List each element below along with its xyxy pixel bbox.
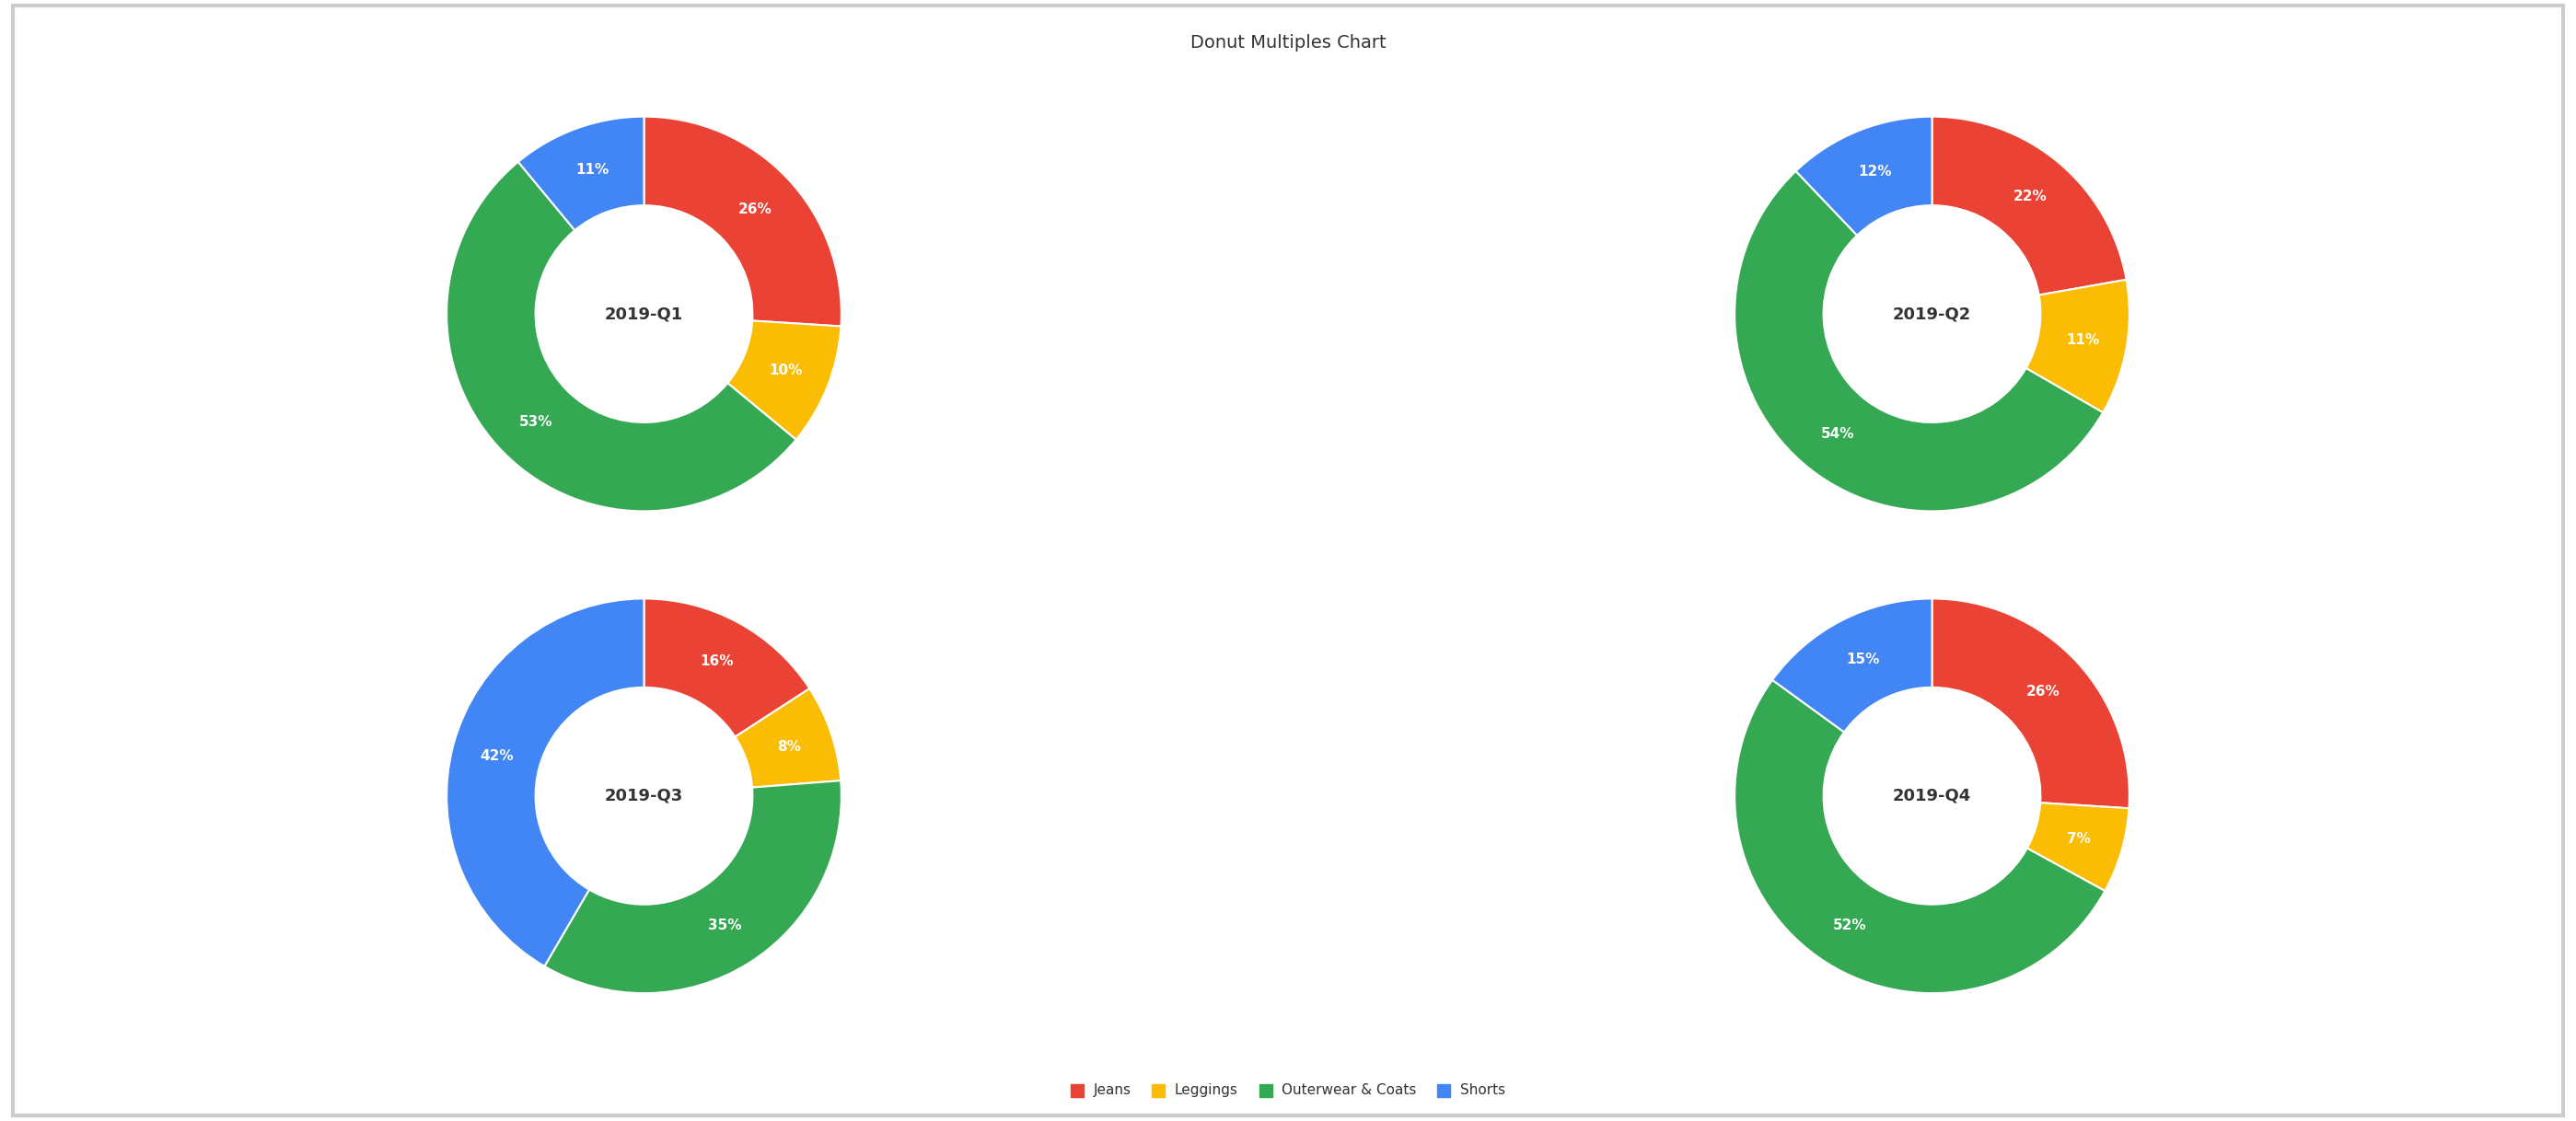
Text: 10%: 10% [770,363,804,377]
Wedge shape [726,321,840,439]
Text: 35%: 35% [708,918,742,933]
Legend: Jeans, Leggings, Outerwear & Coats, Shorts: Jeans, Leggings, Outerwear & Coats, Shor… [1064,1077,1512,1103]
Wedge shape [734,688,840,787]
Wedge shape [1734,680,2105,993]
Text: 7%: 7% [2066,832,2092,845]
Wedge shape [1932,599,2130,808]
Text: 2019-Q4: 2019-Q4 [1893,788,1971,804]
Wedge shape [2027,803,2128,891]
Text: 2019-Q3: 2019-Q3 [605,788,683,804]
Wedge shape [446,161,796,511]
Text: 15%: 15% [1847,652,1880,667]
Text: 8%: 8% [778,740,801,753]
Wedge shape [1932,117,2125,295]
Text: 52%: 52% [1834,918,1868,932]
Wedge shape [1734,172,2102,511]
Wedge shape [446,599,644,966]
Text: 2019-Q2: 2019-Q2 [1893,306,1971,322]
Text: 2019-Q1: 2019-Q1 [605,306,683,322]
Text: 42%: 42% [479,749,513,763]
Text: 26%: 26% [2027,684,2061,698]
Text: 11%: 11% [2066,334,2099,348]
Text: 16%: 16% [701,655,734,668]
Wedge shape [2025,279,2130,413]
Wedge shape [544,780,842,993]
Text: 26%: 26% [739,202,773,216]
Text: Donut Multiples Chart: Donut Multiples Chart [1190,34,1386,52]
Text: 54%: 54% [1821,427,1855,441]
Text: 22%: 22% [2014,189,2048,204]
Text: 11%: 11% [574,164,608,177]
Wedge shape [1772,599,1932,732]
Wedge shape [644,599,809,736]
Wedge shape [518,117,644,230]
Wedge shape [644,117,842,326]
Text: 12%: 12% [1857,165,1891,179]
Wedge shape [1795,117,1932,235]
Text: 53%: 53% [518,415,554,429]
